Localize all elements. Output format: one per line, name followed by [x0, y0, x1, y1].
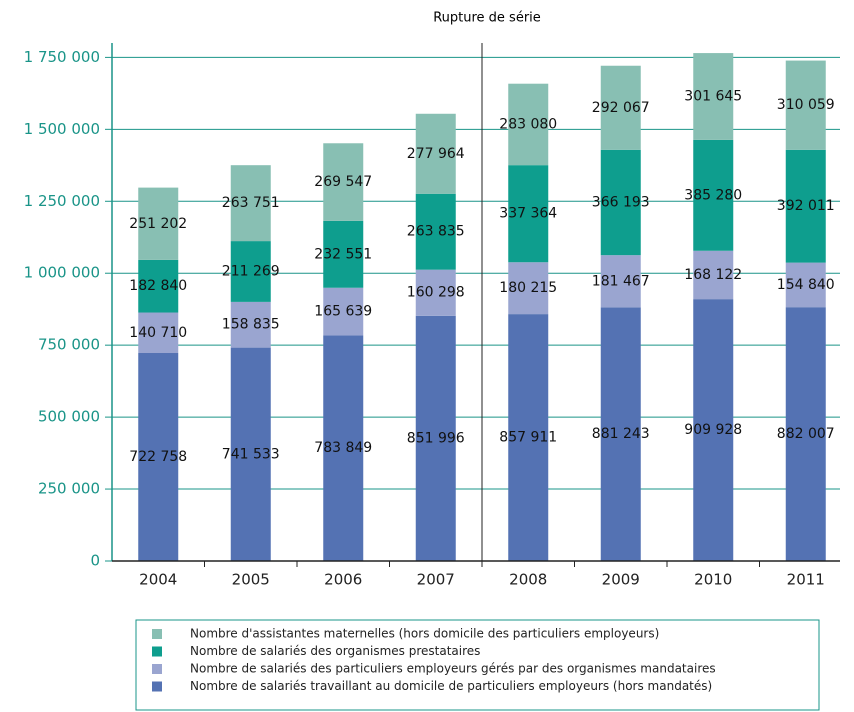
bar-segment	[785, 149, 826, 263]
bar-segment	[323, 220, 364, 288]
value-label: 232 551	[314, 246, 372, 262]
bar-segment	[415, 269, 456, 316]
y-tick-label: 1 750 000	[24, 48, 100, 66]
value-label: 301 645	[684, 88, 742, 104]
value-label: 263 751	[222, 195, 280, 211]
legend-label: Nombre de salariés des organismes presta…	[190, 644, 480, 658]
value-label: 140 710	[129, 325, 187, 341]
bar-segment	[323, 287, 364, 336]
value-label: 310 059	[777, 97, 835, 113]
bar-segment	[138, 353, 179, 561]
bar-segment	[508, 165, 549, 263]
bar-segment	[508, 83, 549, 166]
value-label: 857 911	[499, 430, 557, 446]
x-tick-label: 2005	[232, 571, 270, 589]
value-label: 168 122	[684, 267, 742, 283]
bar-segment	[138, 259, 179, 313]
bar-segment	[785, 262, 826, 308]
bar-segment	[693, 299, 734, 561]
value-label: 392 011	[777, 198, 835, 214]
bar-segment	[138, 187, 179, 260]
value-label: 722 758	[129, 449, 187, 465]
bar-segment	[415, 113, 456, 194]
x-tick-label: 2008	[509, 571, 547, 589]
y-tick-label: 750 000	[38, 336, 100, 354]
bar-segment	[693, 139, 734, 251]
value-label: 882 007	[777, 426, 835, 442]
value-label: 385 280	[684, 187, 742, 203]
legend-swatch	[152, 664, 162, 674]
value-label: 783 849	[314, 440, 372, 456]
bar-segment	[508, 314, 549, 561]
y-tick-label: 0	[90, 552, 100, 570]
legend-swatch	[152, 629, 162, 639]
y-tick-label: 500 000	[38, 408, 100, 426]
value-label: 851 996	[407, 430, 465, 446]
value-label: 160 298	[407, 285, 465, 301]
bar-segment	[323, 143, 364, 221]
bar-segment	[600, 65, 641, 150]
y-tick-label: 250 000	[38, 480, 100, 498]
bar-segment	[600, 307, 641, 561]
bar-segment	[230, 241, 271, 302]
value-label: 263 835	[407, 224, 465, 240]
bar-segment	[693, 250, 734, 300]
value-label: 158 835	[222, 317, 280, 333]
bar-segment	[600, 255, 641, 308]
x-tick-label: 2007	[417, 571, 455, 589]
bar-segment	[785, 307, 826, 561]
value-label: 154 840	[777, 277, 835, 293]
legend-swatch	[152, 646, 162, 657]
value-label: 741 533	[222, 446, 280, 462]
legend-label: Nombre de salariés des particuliers empl…	[190, 662, 716, 676]
value-label: 881 243	[592, 426, 650, 442]
value-label: 251 202	[129, 216, 187, 232]
bar-segment	[415, 193, 456, 270]
bar-segment	[323, 335, 364, 561]
value-label: 182 840	[129, 278, 187, 294]
bar-segment	[508, 262, 549, 315]
value-label: 180 215	[499, 280, 557, 296]
value-label: 366 193	[592, 194, 650, 210]
bar-segment	[785, 60, 826, 150]
bar-segment	[138, 312, 179, 354]
x-tick-label: 2010	[694, 571, 732, 589]
value-label: 211 269	[222, 263, 280, 279]
value-label: 337 364	[499, 206, 557, 222]
value-label: 165 639	[314, 304, 372, 320]
value-label: 277 964	[407, 146, 465, 162]
bar-segment	[415, 315, 456, 561]
bar-segment	[600, 149, 641, 256]
y-tick-label: 1 500 000	[24, 120, 100, 138]
x-tick-label: 2006	[324, 571, 362, 589]
legend-label: Nombre d'assistantes maternelles (hors d…	[190, 627, 659, 641]
x-tick-label: 2004	[139, 571, 177, 589]
bar-segment	[230, 165, 271, 242]
legend-box	[135, 619, 820, 711]
bar-segment	[693, 53, 734, 140]
bar-segment	[230, 347, 271, 561]
x-tick-label: 2009	[602, 571, 640, 589]
x-tick-label: 2011	[787, 571, 825, 589]
value-label: 292 067	[592, 100, 650, 116]
annotation: Rupture de série	[433, 11, 541, 26]
value-label: 181 467	[592, 273, 650, 289]
bar-segment	[230, 301, 271, 348]
legend-swatch	[152, 681, 162, 692]
legend-label: Nombre de salariés travaillant au domici…	[190, 679, 712, 693]
y-tick-label: 1 250 000	[24, 192, 100, 210]
y-tick-label: 1 000 000	[24, 264, 100, 282]
value-label: 909 928	[684, 422, 742, 438]
value-label: 283 080	[499, 116, 557, 132]
value-label: 269 547	[314, 174, 372, 190]
